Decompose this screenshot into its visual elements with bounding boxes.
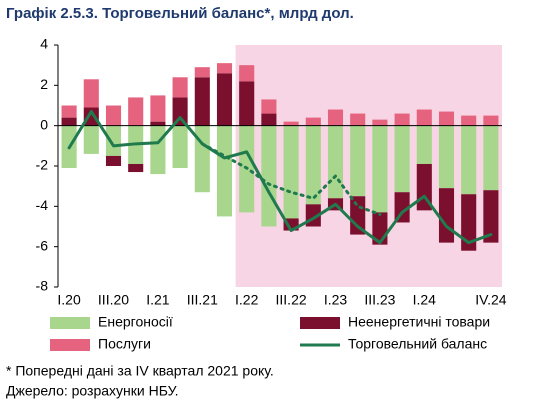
footnote: Джерело: розрахунки НБУ. [6, 383, 179, 399]
bar [105, 155, 122, 166]
bar [350, 196, 366, 235]
dashed-line [200, 142, 382, 216]
bar [483, 115, 499, 126]
bar [216, 63, 233, 74]
bar [150, 125, 166, 175]
bar [105, 105, 122, 126]
legend-swatch [50, 339, 90, 351]
bar [150, 121, 166, 126]
bar [194, 77, 210, 126]
bar [172, 97, 188, 126]
x-tick-label: III.20 [98, 292, 129, 308]
y-tick-label: -8 [36, 278, 49, 294]
bar [394, 113, 410, 126]
bar [483, 125, 499, 191]
bar [438, 111, 455, 126]
bar [416, 125, 432, 164]
bar [172, 77, 188, 98]
bar [416, 109, 432, 126]
bar [372, 125, 388, 213]
bar [283, 121, 299, 126]
bar [305, 125, 321, 205]
bar [239, 65, 255, 82]
bar [194, 67, 210, 78]
y-tick-label: -2 [36, 157, 49, 173]
bar [216, 125, 233, 217]
bar [83, 79, 99, 108]
legend-label: Неенергетичні товари [348, 314, 490, 330]
bar [239, 81, 255, 126]
bar [105, 125, 122, 156]
bar [394, 192, 410, 223]
bar [61, 117, 77, 126]
bar [350, 125, 366, 197]
y-tick-label: -6 [36, 237, 49, 253]
y-tick-label: 4 [40, 36, 48, 52]
bar [305, 117, 321, 126]
bar [483, 190, 499, 243]
bar [461, 194, 477, 251]
line [67, 110, 493, 245]
y-tick-label: 2 [40, 76, 48, 92]
x-tick-label: I.24 [413, 292, 437, 308]
bar [438, 188, 455, 243]
bar [283, 125, 299, 219]
x-tick-label: I.20 [57, 292, 81, 308]
x-tick-label: I.21 [146, 292, 170, 308]
legend-label: Енергоносії [98, 314, 173, 330]
x-tick-label: III.23 [364, 292, 395, 308]
bar [172, 125, 188, 169]
bar [261, 125, 277, 227]
bar [438, 125, 455, 189]
chart-title: Графік 2.5.3. Торговельний баланс*, млрд… [6, 5, 354, 22]
bar [327, 125, 344, 199]
legend-label: Торговельний баланс [348, 336, 487, 352]
bar [194, 125, 210, 193]
legend-swatch [50, 317, 90, 329]
legend-swatch [300, 317, 340, 329]
x-tick-label: IV.24 [475, 292, 507, 308]
bar [261, 113, 277, 126]
y-tick-label: 0 [40, 116, 48, 132]
y-tick-label: -4 [36, 197, 49, 213]
bar [461, 115, 477, 126]
bar [83, 125, 99, 154]
bar [327, 109, 344, 126]
bar [350, 113, 366, 126]
x-tick-label: III.21 [187, 292, 218, 308]
legend-label: Послуги [98, 336, 151, 352]
bar [128, 97, 144, 126]
bar [83, 107, 99, 126]
bar [150, 95, 166, 122]
footnote: * Попередні дані за IV квартал 2021 року… [6, 363, 274, 379]
x-tick-label: III.22 [276, 292, 307, 308]
bar [372, 119, 388, 126]
bar [461, 125, 477, 195]
bar [128, 163, 144, 173]
bar [261, 99, 277, 114]
bar [61, 105, 77, 118]
bar [216, 73, 233, 126]
x-tick-label: I.23 [324, 292, 348, 308]
highlight-region [235, 45, 502, 287]
bar [394, 125, 410, 193]
x-tick-label: I.22 [235, 292, 259, 308]
